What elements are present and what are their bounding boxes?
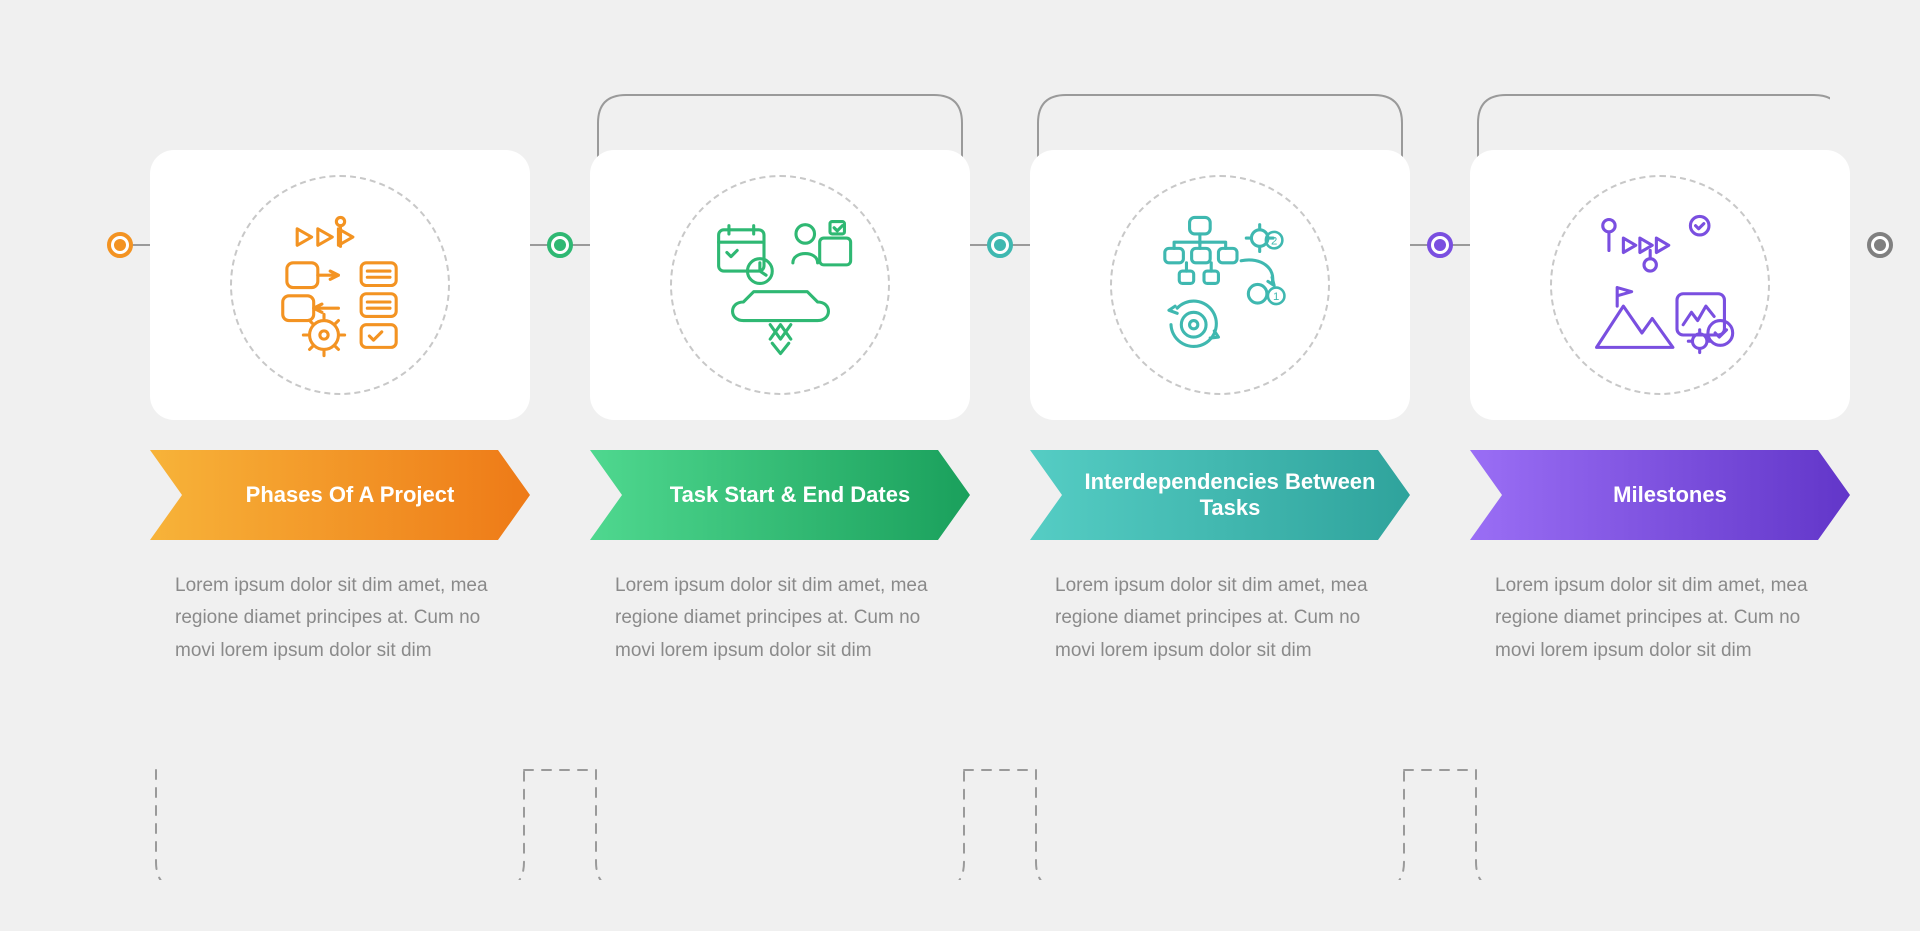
- step-description: Lorem ipsum dolor sit dim amet, mea regi…: [1495, 570, 1825, 667]
- svg-text:1: 1: [1273, 290, 1279, 302]
- step-card: [1470, 150, 1850, 420]
- step-title-arrow: Task Start & End Dates: [590, 450, 970, 540]
- step-icon: [1550, 175, 1770, 395]
- step-title-arrow: Phases Of A Project: [150, 450, 530, 540]
- connector-node-2: [547, 232, 573, 258]
- step-card: [590, 150, 970, 420]
- connector-node-1: [107, 232, 133, 258]
- step-icon: [670, 175, 890, 395]
- svg-text:2: 2: [1270, 235, 1276, 247]
- infographic-stage: Phases Of A Project Lorem ipsum dolor sit…: [90, 50, 1830, 880]
- step-card: 2 1: [1030, 150, 1410, 420]
- connector-node-end: [1867, 232, 1893, 258]
- step-description: Lorem ipsum dolor sit dim amet, mea regi…: [1055, 570, 1385, 667]
- step-icon: [230, 175, 450, 395]
- connector-node-4: [1427, 232, 1453, 258]
- step-title-arrow: Milestones: [1470, 450, 1850, 540]
- step-title-arrow: Interdependencies Between Tasks: [1030, 450, 1410, 540]
- connector-node-3: [987, 232, 1013, 258]
- step-card: [150, 150, 530, 420]
- step-description: Lorem ipsum dolor sit dim amet, mea regi…: [175, 570, 505, 667]
- step-description: Lorem ipsum dolor sit dim amet, mea regi…: [615, 570, 945, 667]
- step-icon: 2 1: [1110, 175, 1330, 395]
